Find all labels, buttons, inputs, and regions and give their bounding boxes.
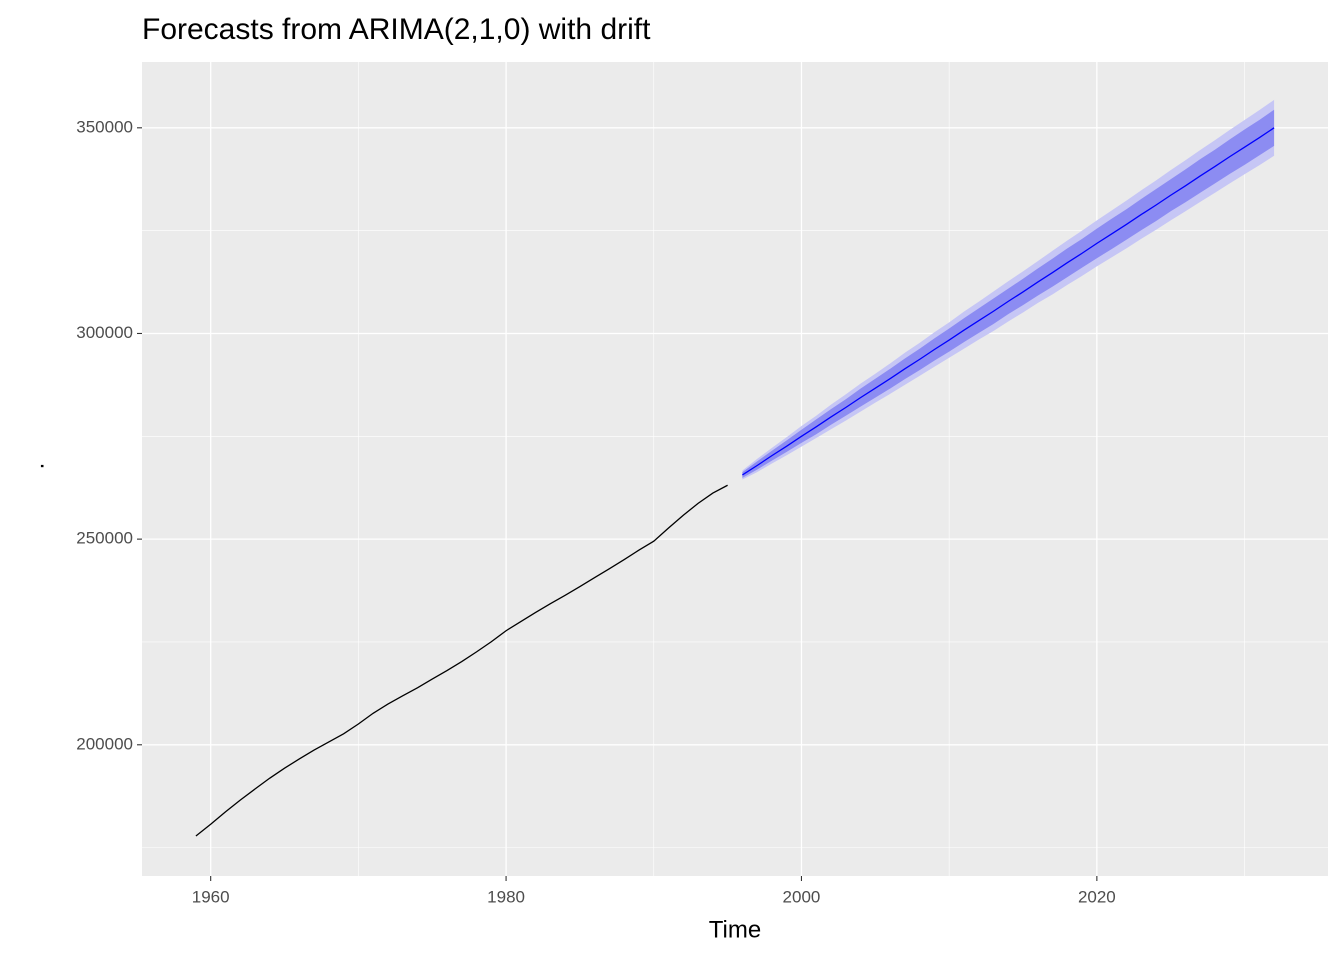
y-tick-label: 200000: [76, 734, 133, 753]
prediction-interval: [742, 109, 1275, 478]
series-line: [742, 127, 1275, 476]
x-tick-label: 1960: [192, 887, 230, 906]
plot-panel: [142, 62, 1328, 876]
chart-title: Forecasts from ARIMA(2,1,0) with drift: [142, 13, 651, 46]
y-tick-label: 300000: [76, 323, 133, 342]
y-tick-label: 250000: [76, 529, 133, 548]
series-line: [195, 484, 728, 837]
x-axis-label: Time: [709, 916, 761, 943]
x-tick-label: 2000: [783, 887, 821, 906]
y-tick-label: 350000: [76, 117, 133, 136]
x-tick-label: 1980: [487, 887, 525, 906]
x-tick-label: 2020: [1078, 887, 1116, 906]
y-axis-label: .: [22, 463, 49, 470]
